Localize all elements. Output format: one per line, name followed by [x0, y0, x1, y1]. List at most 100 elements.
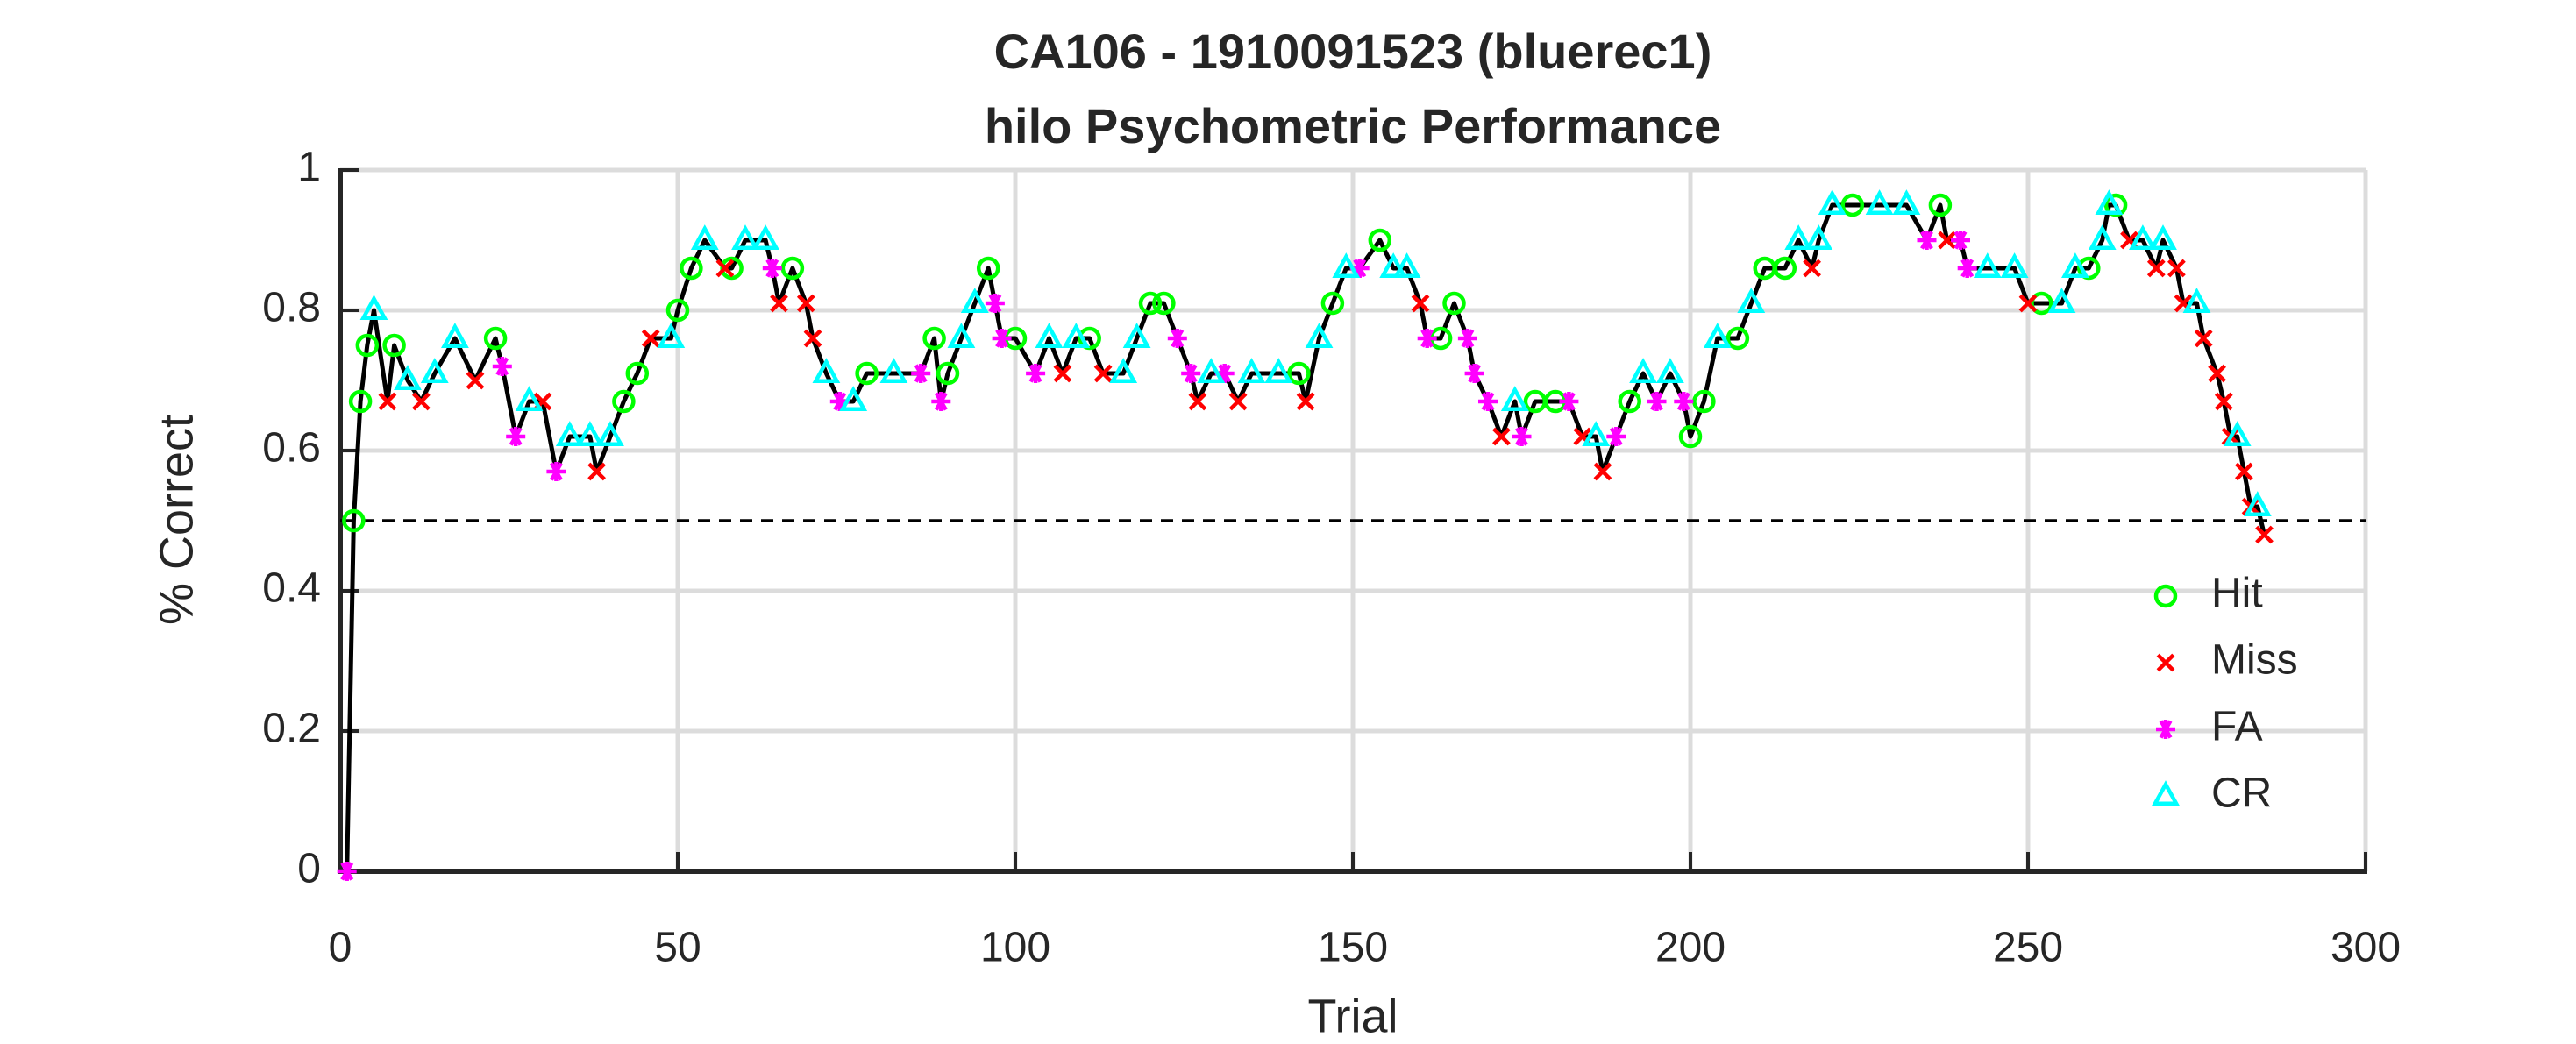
marker-shape — [2146, 259, 2166, 278]
marker-shape — [947, 323, 976, 349]
marker-shape — [1593, 462, 1612, 481]
marker-shape — [492, 357, 512, 376]
marker-shape — [1053, 364, 1072, 383]
marker-shape — [2223, 421, 2252, 447]
marker — [976, 256, 1000, 281]
marker-shape — [1737, 288, 1766, 314]
marker — [780, 256, 805, 281]
marker — [1928, 193, 1953, 217]
performance-line — [345, 202, 2266, 872]
marker — [1062, 323, 1091, 349]
marker-shape — [1917, 231, 1937, 250]
x-tick-label: 50 — [654, 925, 701, 971]
marker — [2182, 288, 2211, 314]
marker-shape — [348, 389, 373, 414]
marker-shape — [1368, 228, 1392, 252]
marker — [1478, 392, 1498, 411]
marker — [1237, 358, 1266, 384]
marker-shape — [1618, 389, 1641, 414]
marker — [1784, 224, 1813, 251]
marker — [1442, 291, 1466, 316]
marker — [1951, 231, 1970, 250]
marker-shape — [1818, 189, 1847, 216]
marker — [2047, 288, 2076, 314]
marker — [1606, 427, 1626, 446]
marker-shape — [1464, 364, 1484, 383]
y-tick-label: 0.6 — [262, 425, 321, 472]
marker — [1892, 189, 1921, 216]
marker-shape — [829, 392, 850, 411]
marker — [665, 298, 690, 323]
marker — [1287, 361, 1311, 386]
marker — [1818, 189, 1847, 216]
marker-shape — [839, 386, 868, 412]
marker — [2214, 392, 2233, 411]
y-axis-label: % Correct — [150, 415, 203, 625]
marker-shape — [1152, 291, 1176, 316]
x-tick-label: 0 — [329, 925, 352, 971]
marker — [1320, 291, 1345, 316]
marker — [1305, 323, 1334, 349]
legend-label: Miss — [2211, 637, 2298, 684]
marker-shape — [2030, 291, 2053, 316]
marker-shape — [715, 259, 735, 278]
marker-shape — [587, 462, 606, 481]
marker-shape — [1674, 392, 1694, 411]
marker — [2000, 252, 2029, 279]
marker-shape — [2255, 525, 2274, 544]
marker — [506, 427, 526, 446]
marker-shape — [1892, 189, 1921, 216]
marker-shape — [1928, 193, 1953, 217]
marker-shape — [1582, 421, 1611, 447]
marker-shape — [355, 333, 380, 358]
marker — [1026, 364, 1046, 383]
y-tick-label: 0.2 — [262, 706, 321, 752]
marker — [1647, 392, 1667, 411]
marker — [1492, 427, 1511, 446]
marker — [803, 329, 822, 348]
marker-shape — [2235, 462, 2253, 481]
marker — [2153, 584, 2178, 608]
marker — [1035, 323, 1064, 349]
marker — [1840, 193, 1865, 217]
x-tick-label: 250 — [1993, 925, 2063, 971]
marker-shape — [2060, 252, 2089, 279]
marker-shape — [803, 329, 822, 348]
marker — [348, 389, 373, 414]
marker — [936, 361, 960, 386]
marker — [1093, 364, 1113, 383]
marker-shape — [2156, 653, 2175, 672]
marker — [2088, 224, 2117, 251]
marker — [355, 333, 380, 358]
marker-shape — [2088, 224, 2117, 251]
marker — [420, 358, 449, 384]
y-tick-label: 0 — [297, 846, 321, 892]
marker-shape — [1703, 323, 1732, 349]
marker-shape — [515, 386, 544, 412]
marker — [1803, 259, 1821, 278]
x-tick-label: 150 — [1318, 925, 1388, 971]
marker — [680, 256, 703, 281]
marker-shape — [1784, 224, 1813, 251]
marker-shape — [1442, 291, 1466, 316]
marker — [1392, 252, 1421, 279]
marker-shape — [1938, 231, 1956, 250]
marker — [947, 323, 976, 349]
marker — [2128, 224, 2157, 251]
marker-shape — [2095, 189, 2124, 216]
marker-shape — [1840, 193, 1865, 217]
marker-shape — [1559, 392, 1579, 411]
marker-shape — [641, 329, 660, 348]
marker — [2156, 653, 2175, 672]
marker-shape — [1492, 427, 1511, 446]
marker — [2235, 462, 2253, 481]
marker — [1138, 291, 1163, 316]
marker-shape — [992, 329, 1012, 348]
marker-shape — [466, 371, 485, 390]
marker-shape — [1500, 386, 1529, 412]
marker — [1678, 424, 1703, 449]
marker-shape — [780, 256, 805, 281]
marker — [1703, 323, 1732, 349]
marker — [2095, 189, 2124, 216]
